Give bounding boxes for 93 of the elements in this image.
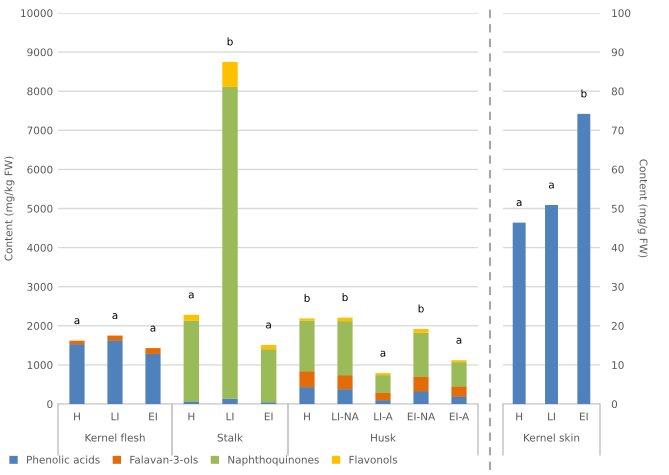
x-tick-label: LI bbox=[226, 412, 234, 420]
y-tick-label: 10000 bbox=[21, 9, 52, 18]
legend-label: Phenolic acids bbox=[27, 456, 100, 464]
bar bbox=[375, 400, 391, 404]
annotation: b bbox=[418, 304, 424, 313]
x-tick-label: EI-A bbox=[450, 412, 470, 420]
y-tick-label: 7000 bbox=[27, 126, 52, 134]
bar bbox=[545, 204, 558, 404]
x-tick-label: H bbox=[516, 412, 522, 420]
x-tick-label: H bbox=[304, 412, 310, 420]
x-tick-label: LI bbox=[548, 412, 555, 420]
annotation: a bbox=[380, 350, 386, 357]
bar bbox=[184, 314, 200, 321]
y-tick-label: 40 bbox=[612, 244, 624, 252]
annotation: a bbox=[74, 318, 80, 324]
y-tick-label: 2000 bbox=[27, 322, 52, 330]
annotation: b bbox=[228, 37, 233, 46]
bar bbox=[222, 86, 238, 399]
bar bbox=[337, 318, 353, 322]
y-tick-label: 1000 bbox=[28, 361, 52, 370]
x-axis-title: Stalk bbox=[218, 434, 243, 442]
y-tick-label: 90 bbox=[612, 48, 624, 56]
bar bbox=[299, 387, 315, 404]
legend-label: Flavonols bbox=[350, 456, 398, 464]
x-axis-title: Kernel skin bbox=[524, 434, 580, 442]
bar bbox=[222, 398, 238, 404]
bar bbox=[577, 114, 590, 404]
x-tick-label: H bbox=[188, 412, 194, 420]
x-tick-label: LI bbox=[112, 412, 118, 420]
bar bbox=[512, 222, 526, 404]
bar bbox=[222, 62, 238, 87]
bar bbox=[451, 396, 467, 404]
bar bbox=[107, 336, 123, 341]
x-axis-title: Kernel flesh bbox=[86, 434, 145, 442]
bar bbox=[299, 320, 315, 372]
bar bbox=[299, 372, 315, 388]
annotation: a bbox=[112, 313, 118, 320]
annotation: a bbox=[548, 182, 554, 189]
annotation: a bbox=[456, 338, 462, 344]
bar bbox=[451, 386, 467, 397]
x-tick-label: EI bbox=[580, 412, 588, 420]
x-tick-label: EI bbox=[149, 412, 157, 420]
x-axis-title: Husk bbox=[371, 434, 396, 442]
y-tick-label: 5000 bbox=[27, 204, 52, 213]
annotation: a bbox=[150, 326, 156, 332]
y-tick-label: 0 bbox=[47, 400, 52, 408]
y-tick-label: 80 bbox=[612, 87, 624, 96]
annotation: a bbox=[188, 292, 194, 298]
annotation: b bbox=[304, 294, 310, 302]
bar bbox=[375, 392, 391, 400]
bar bbox=[413, 332, 429, 377]
x-tick-label: LI-A bbox=[374, 412, 393, 420]
y-tick-label: 60 bbox=[612, 166, 624, 174]
bar bbox=[337, 389, 353, 404]
y-tick-label: 50 bbox=[612, 204, 624, 213]
y-tick-label: 100 bbox=[612, 9, 630, 18]
bar bbox=[145, 348, 161, 354]
y-tick-label: 20 bbox=[612, 322, 624, 330]
bar bbox=[337, 375, 353, 390]
legend-label: Naphthoquinones bbox=[228, 456, 319, 466]
y-tick-label: 8000 bbox=[27, 87, 52, 96]
bar bbox=[375, 375, 391, 393]
bar bbox=[145, 354, 161, 404]
annotation: b bbox=[342, 293, 348, 302]
annotation: b bbox=[581, 89, 587, 98]
legend-label: Falavan-3-ols bbox=[130, 456, 198, 464]
x-tick-label: EI-NA bbox=[408, 412, 436, 420]
y-axis-title: Content (mg/kg FW) bbox=[4, 156, 14, 261]
x-tick-label: H bbox=[74, 412, 80, 420]
bar bbox=[107, 340, 123, 404]
bar bbox=[451, 362, 467, 386]
annotation: a bbox=[516, 200, 522, 206]
bar bbox=[413, 391, 429, 404]
y-tick-label: 3000 bbox=[27, 282, 52, 291]
annotation: a bbox=[266, 322, 271, 329]
bar bbox=[413, 328, 429, 333]
bar bbox=[337, 321, 353, 376]
bar bbox=[413, 376, 429, 392]
bar bbox=[69, 344, 85, 404]
y-tick-label: 4000 bbox=[27, 244, 52, 252]
y-tick-label: 70 bbox=[612, 126, 624, 134]
bar bbox=[260, 349, 276, 402]
bar bbox=[184, 320, 200, 402]
x-tick-label: LI-NA bbox=[332, 412, 359, 420]
y-tick-label: 9000 bbox=[27, 48, 52, 56]
y-tick-label: 0 bbox=[612, 400, 618, 408]
bar bbox=[260, 344, 276, 350]
x-tick-label: EI bbox=[264, 412, 272, 420]
bar bbox=[69, 340, 85, 344]
y-tick-label: 10 bbox=[612, 361, 624, 370]
y-tick-label: 30 bbox=[612, 282, 624, 291]
y-axis-title: Content (mg/g FW) bbox=[638, 159, 648, 258]
y-tick-label: 6000 bbox=[27, 166, 52, 174]
